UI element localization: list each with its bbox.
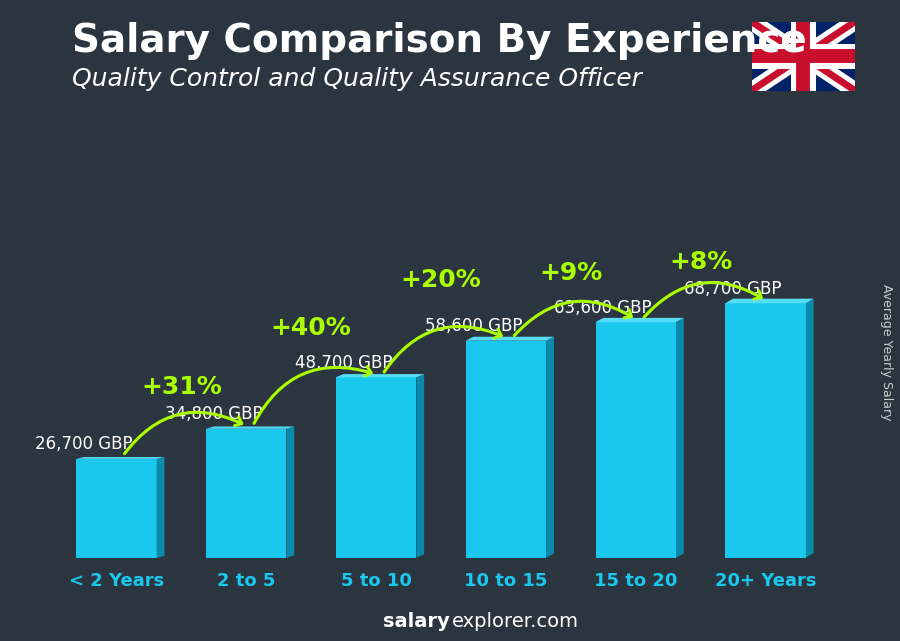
Text: +20%: +20%	[400, 269, 482, 292]
Bar	[0, 64, 72, 577]
Text: 63,600 GBP: 63,600 GBP	[554, 299, 652, 317]
Text: +40%: +40%	[271, 316, 352, 340]
Bar	[432, 64, 504, 577]
Bar	[725, 303, 806, 558]
Bar	[76, 459, 157, 558]
Polygon shape	[725, 299, 814, 303]
Polygon shape	[206, 426, 294, 429]
Polygon shape	[336, 374, 424, 378]
Polygon shape	[546, 337, 554, 558]
Text: 26,700 GBP: 26,700 GBP	[35, 435, 133, 453]
Text: +9%: +9%	[539, 261, 602, 285]
Polygon shape	[806, 299, 814, 558]
Text: Salary Comparison By Experience: Salary Comparison By Experience	[72, 22, 806, 60]
Text: 34,800 GBP: 34,800 GBP	[165, 405, 263, 423]
Text: +31%: +31%	[141, 375, 221, 399]
Polygon shape	[465, 337, 554, 340]
Bar	[756, 64, 828, 577]
Bar	[324, 64, 396, 577]
Text: 48,700 GBP: 48,700 GBP	[295, 354, 392, 372]
Text: 58,600 GBP: 58,600 GBP	[425, 317, 522, 335]
Text: explorer.com: explorer.com	[452, 612, 579, 631]
Text: 68,700 GBP: 68,700 GBP	[684, 279, 782, 297]
Text: Quality Control and Quality Assurance Officer: Quality Control and Quality Assurance Of…	[72, 67, 642, 91]
Text: salary: salary	[383, 612, 450, 631]
Bar	[336, 378, 417, 558]
Bar	[465, 340, 546, 558]
Polygon shape	[157, 457, 165, 558]
Bar	[206, 429, 286, 558]
Bar	[540, 64, 612, 577]
Polygon shape	[417, 374, 424, 558]
Bar	[108, 64, 180, 577]
Bar	[596, 322, 676, 558]
Text: Average Yearly Salary: Average Yearly Salary	[880, 285, 893, 420]
Polygon shape	[286, 426, 294, 558]
Polygon shape	[676, 318, 684, 558]
Text: +8%: +8%	[669, 249, 733, 274]
Polygon shape	[76, 457, 165, 459]
Polygon shape	[596, 318, 684, 322]
Bar	[648, 64, 720, 577]
Bar	[216, 64, 288, 577]
